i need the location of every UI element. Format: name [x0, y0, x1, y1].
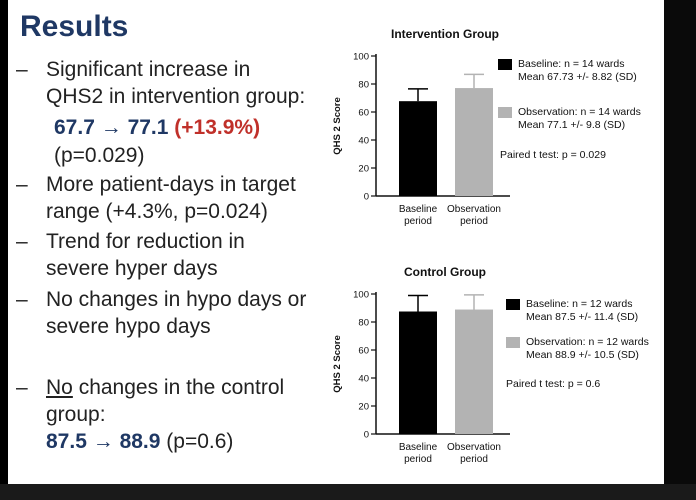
legend-label: Baseline: n = 14 wards — [518, 58, 625, 70]
control-baseline-value: 87.5 — [46, 430, 87, 453]
bar-baseline — [399, 101, 437, 196]
y-axis-label: QHS 2 Score — [332, 335, 343, 393]
control-chart: Control Group QHS 2 Score 0 20 40 60 80 100 Base… — [332, 265, 510, 465]
x-tick-label: period — [460, 454, 488, 465]
legend-swatch-baseline — [506, 299, 520, 310]
bullet-dash: – — [16, 376, 28, 399]
x-tick-label: Baseline — [399, 442, 438, 453]
intervention-chart: Intervention Group QHS 2 Score 0 20 40 60 80 10… — [332, 27, 510, 227]
intervention-t-test: Paired t test: p = 0.029 — [500, 149, 606, 161]
y-tick-label: 0 — [364, 192, 369, 203]
control-observation-value: 88.9 — [119, 430, 161, 453]
intervention-baseline-value: 67.7 — [54, 116, 95, 139]
y-tick-label: 80 — [358, 318, 369, 329]
y-tick-label: 60 — [358, 346, 369, 357]
y-tick-label: 100 — [353, 290, 369, 301]
legend-item-baseline: Baseline: n = 12 wards Mean 87.5 +/- 11.… — [506, 298, 664, 326]
legend-label: Mean 77.1 +/- 9.8 (SD) — [518, 119, 626, 131]
bullet-3-line-2: severe hyper days — [46, 257, 218, 280]
legend-item-observation: Observation: n = 14 wards Mean 77.1 +/- … — [498, 106, 664, 134]
bar-observation — [455, 88, 493, 196]
control-t-test: Paired t test: p = 0.6 — [506, 378, 601, 390]
bullet-4-line-1: No changes in hypo days or — [46, 288, 307, 311]
bullet-5-line-1: changes in the control — [72, 376, 285, 399]
y-tick-label: 20 — [358, 402, 369, 413]
y-tick-label: 60 — [358, 108, 369, 119]
bar-baseline — [399, 311, 437, 434]
bullet-5-line-2: group: — [46, 403, 106, 426]
y-tick-label: 40 — [358, 136, 369, 147]
bullet-5-no: No — [46, 376, 73, 399]
chart-title: Control Group — [404, 265, 486, 279]
bottom-bar — [0, 484, 696, 500]
bullet-3-line-1: Trend for reduction in — [46, 230, 245, 253]
bullet-dash: – — [16, 288, 28, 311]
y-tick-label: 100 — [353, 52, 369, 63]
slide-title: Results — [20, 10, 129, 43]
legend-swatch-observation — [498, 107, 512, 118]
bullet-dash: – — [16, 230, 28, 253]
arrow-right-icon: → — [92, 430, 114, 453]
bullet-2-line-1: More patient-days in target — [46, 173, 296, 196]
legend-item-baseline: Baseline: n = 14 wards Mean 67.73 +/- 8.… — [498, 58, 664, 86]
legend-item-observation: Observation: n = 12 wards Mean 88.9 +/- … — [506, 336, 664, 364]
intervention-p-value: (p=0.029) — [54, 144, 145, 167]
x-tick-label: period — [460, 216, 488, 227]
x-tick-label: period — [404, 216, 432, 227]
x-tick-label: period — [404, 454, 432, 465]
y-tick-label: 0 — [364, 430, 369, 441]
legend-label: Mean 67.73 +/- 8.82 (SD) — [518, 71, 637, 83]
window-edge — [664, 0, 696, 484]
legend-label: Mean 88.9 +/- 10.5 (SD) — [526, 349, 639, 361]
legend-swatch-observation — [506, 337, 520, 348]
y-tick-label: 80 — [358, 80, 369, 91]
slide: Results – Significant increase in QHS2 i… — [8, 0, 664, 484]
bullet-1-line-1: Significant increase in — [46, 58, 251, 81]
legend-label: Mean 87.5 +/- 11.4 (SD) — [526, 311, 639, 323]
y-axis-label: QHS 2 Score — [332, 97, 343, 155]
intervention-observation-value: 77.1 — [127, 116, 169, 139]
legend-label: Baseline: n = 12 wards — [526, 298, 633, 310]
arrow-right-icon: → — [100, 116, 122, 139]
legend-swatch-baseline — [498, 59, 512, 70]
y-tick-label: 40 — [358, 374, 369, 385]
bullet-1-line-2: QHS2 in intervention group: — [46, 85, 306, 108]
intervention-change: (+13.9%) — [174, 116, 261, 139]
x-tick-label: Observation — [447, 442, 501, 453]
x-tick-label: Observation — [447, 204, 501, 215]
legend-label: Observation: n = 14 wards — [518, 106, 641, 118]
bullet-dash: – — [16, 58, 28, 81]
x-tick-label: Baseline — [399, 204, 438, 215]
bullet-4-line-2: severe hypo days — [46, 315, 211, 338]
control-p-value: (p=0.6) — [166, 430, 234, 453]
legend-label: Observation: n = 12 wards — [526, 336, 649, 348]
bullet-dash: – — [16, 173, 28, 196]
chart-title: Intervention Group — [391, 27, 499, 41]
bullet-2-line-2: range (+4.3%, p=0.024) — [46, 200, 268, 223]
y-tick-label: 20 — [358, 164, 369, 175]
bar-observation — [455, 309, 493, 434]
